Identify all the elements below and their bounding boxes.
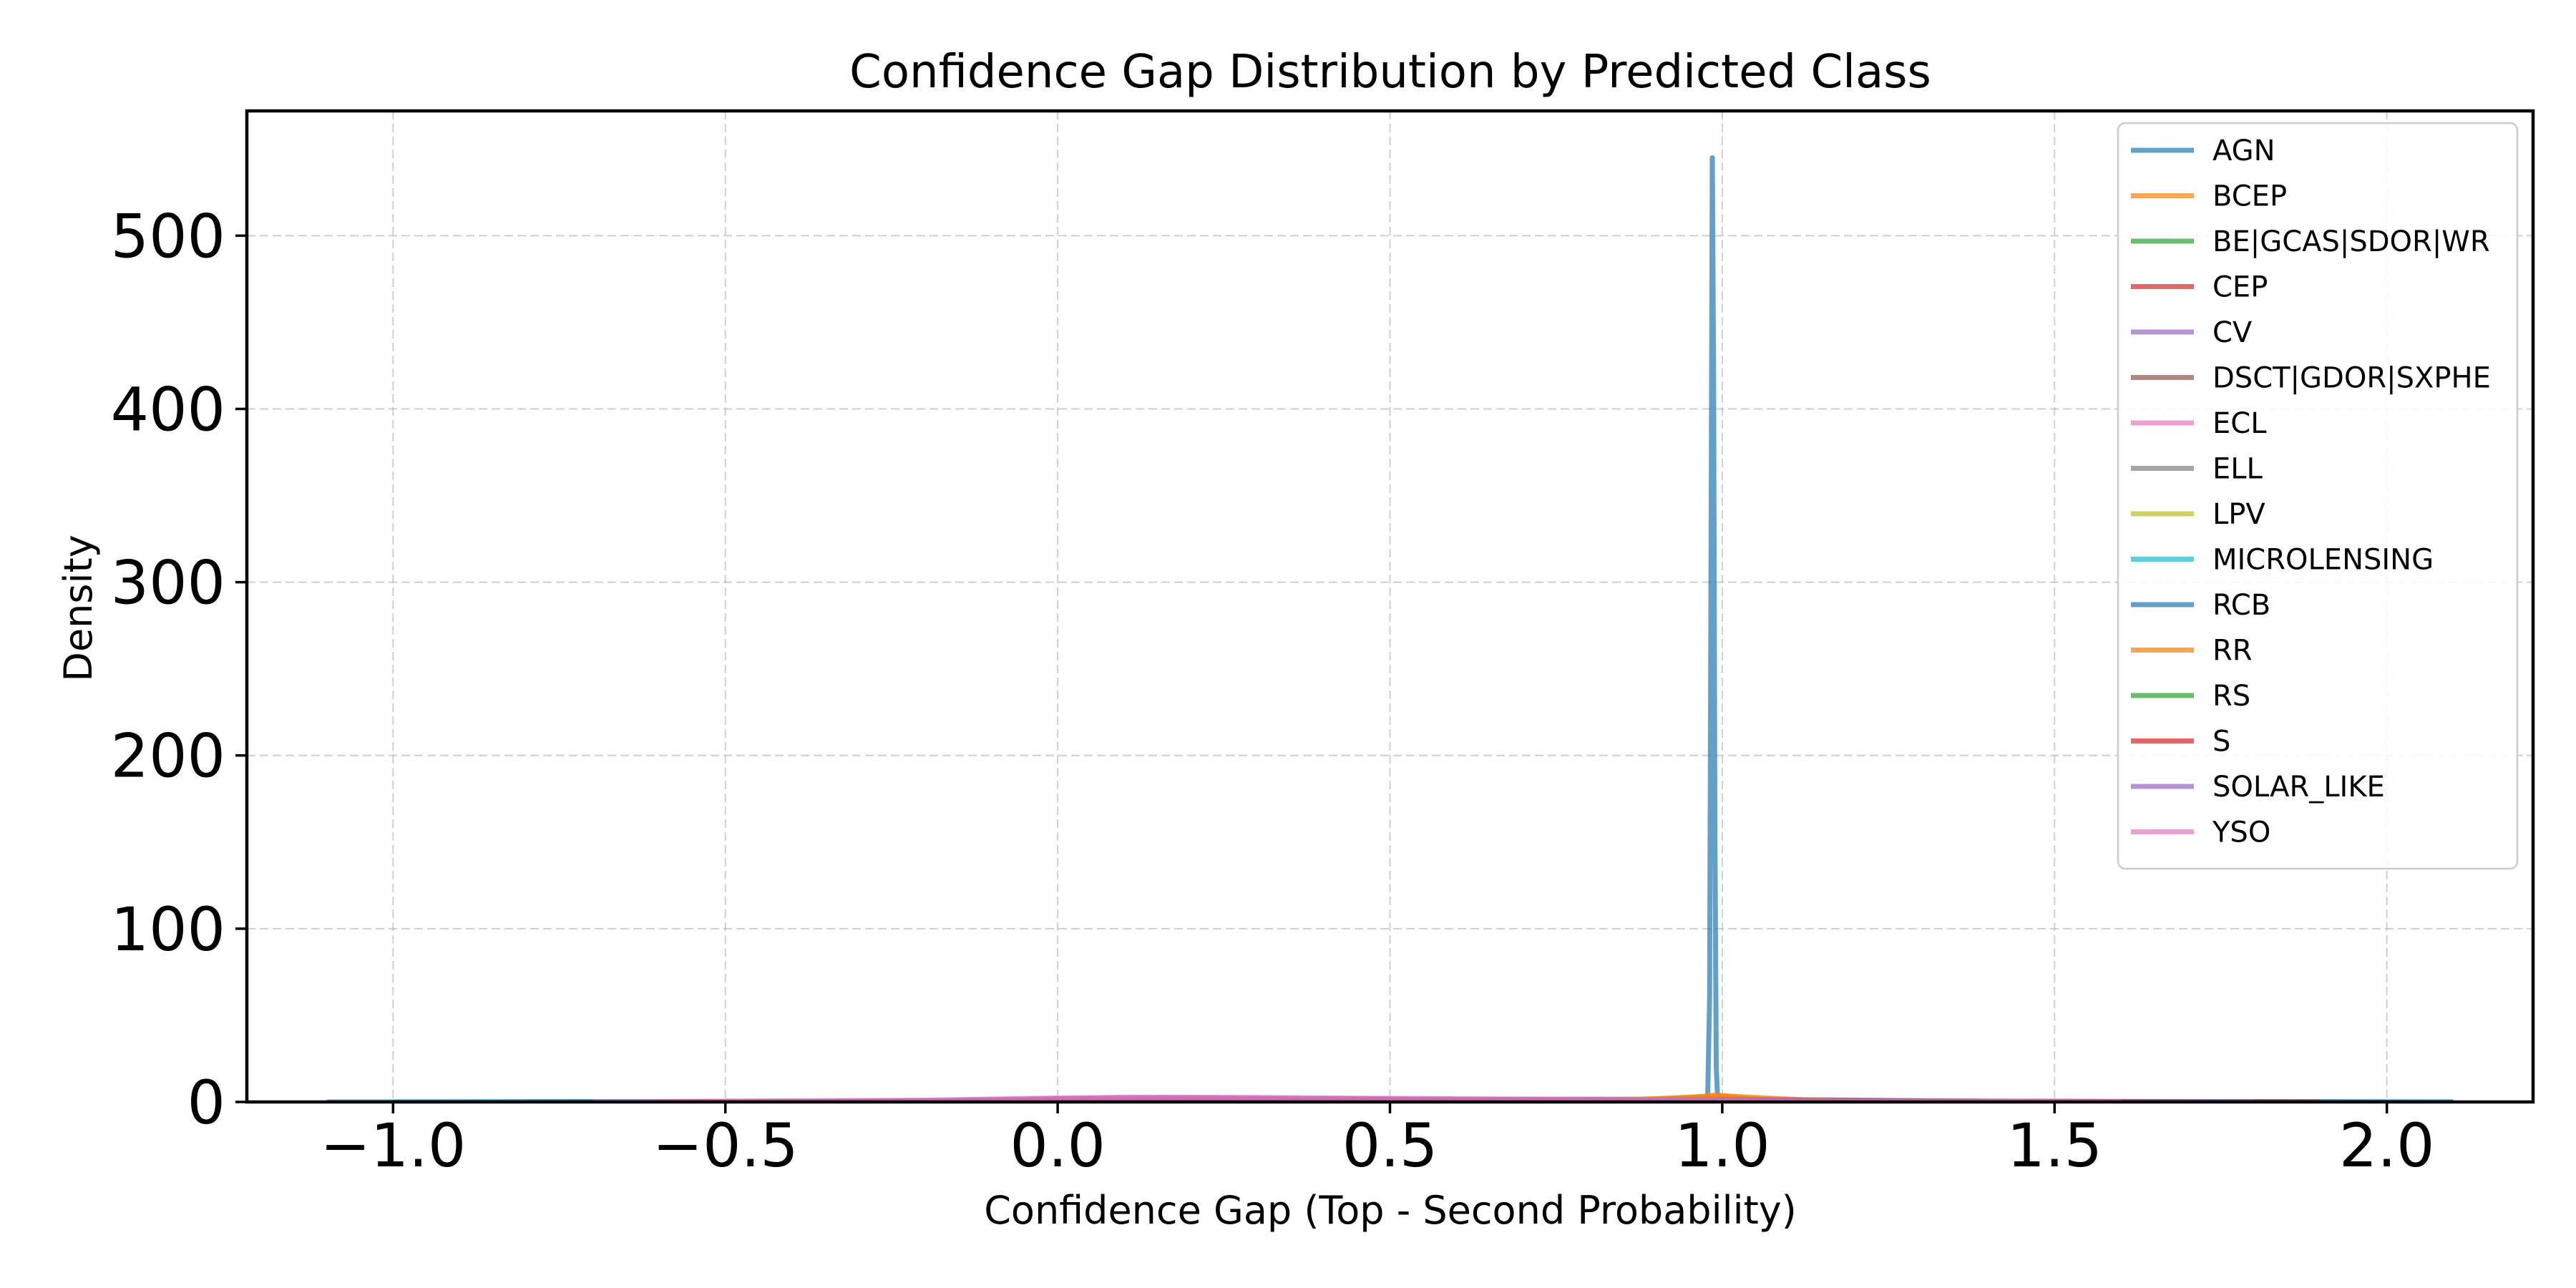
plot-area: −1.0 −0.5 0.0 0.5 1.0 1.5 2.0 0 100 200 300 400 500	[111, 109, 2535, 1181]
legend-label: BE|GCAS|SDOR|WR	[2212, 225, 2490, 258]
y-tick-label: 0	[187, 1068, 225, 1138]
x-tick-label: 0.0	[1010, 1111, 1106, 1181]
x-tick-label: 2.0	[2339, 1111, 2435, 1181]
legend-box	[2117, 122, 2519, 870]
legend-label: ELL	[2212, 453, 2263, 486]
legend-label: S	[2212, 726, 2230, 758]
x-tick-label: −0.5	[653, 1111, 799, 1181]
legend-label: SOLAR_LIKE	[2212, 771, 2385, 804]
x-tick-label: 1.5	[2006, 1111, 2102, 1181]
y-axis-label: Density	[56, 535, 101, 681]
y-tick-label: 300	[111, 548, 225, 618]
x-tick-label: −1.0	[320, 1111, 466, 1181]
y-tick-label: 200	[111, 721, 225, 791]
legend-label: DSCT|GDOR|SXPHE	[2212, 362, 2491, 395]
legend-label: BCEP	[2212, 180, 2287, 213]
legend: AGN BCEP BE|GCAS|SDOR|WR CEP CV DSCT|GDOR|SXP…	[2117, 122, 2519, 870]
legend-label: RS	[2212, 680, 2250, 713]
legend-label: CV	[2212, 316, 2253, 349]
series-line-agn	[1703, 155, 1722, 1102]
legend-label: ECL	[2212, 407, 2267, 440]
x-tick-label: 0.5	[1342, 1111, 1438, 1181]
legend-label: LPV	[2212, 498, 2265, 531]
legend-label: RR	[2212, 635, 2253, 668]
chart-title: Confidence Gap Distribution by Predicted…	[849, 46, 1931, 99]
legend-label: MICROLENSING	[2212, 544, 2434, 577]
y-tick-label: 500	[111, 201, 225, 271]
y-tick-label: 400	[111, 374, 225, 444]
legend-label: YSO	[2212, 816, 2270, 849]
legend-label: RCB	[2212, 589, 2270, 622]
legend-label: CEP	[2212, 271, 2268, 304]
x-axis-label: Confidence Gap (Top - Second Probability…	[984, 1188, 1797, 1233]
x-tick-label: 1.0	[1674, 1111, 1770, 1181]
legend-label: AGN	[2212, 135, 2275, 167]
y-tick-label: 100	[111, 894, 225, 965]
